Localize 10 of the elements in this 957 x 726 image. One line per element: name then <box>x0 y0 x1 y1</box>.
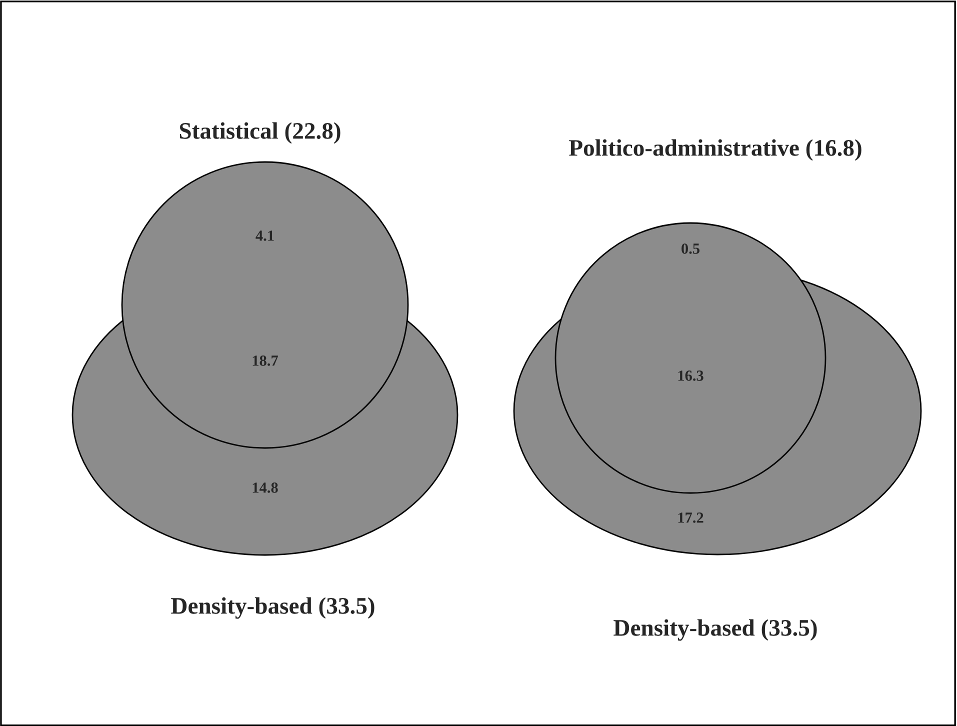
data-label: 17.2 <box>678 512 704 523</box>
data-label: 0.5 <box>682 244 700 254</box>
data-label: 18.7 <box>252 356 278 366</box>
text: Density-based (33.5) <box>614 619 817 641</box>
data-label: 16.3 <box>678 370 704 381</box>
text: Statistical (22.8) <box>180 122 340 144</box>
text: Politico-administrative (16.8) <box>569 139 862 161</box>
text: Density-based (33.5) <box>171 597 374 619</box>
data-label: 4.1 <box>256 230 274 241</box>
data-label: 14.8 <box>252 482 278 493</box>
